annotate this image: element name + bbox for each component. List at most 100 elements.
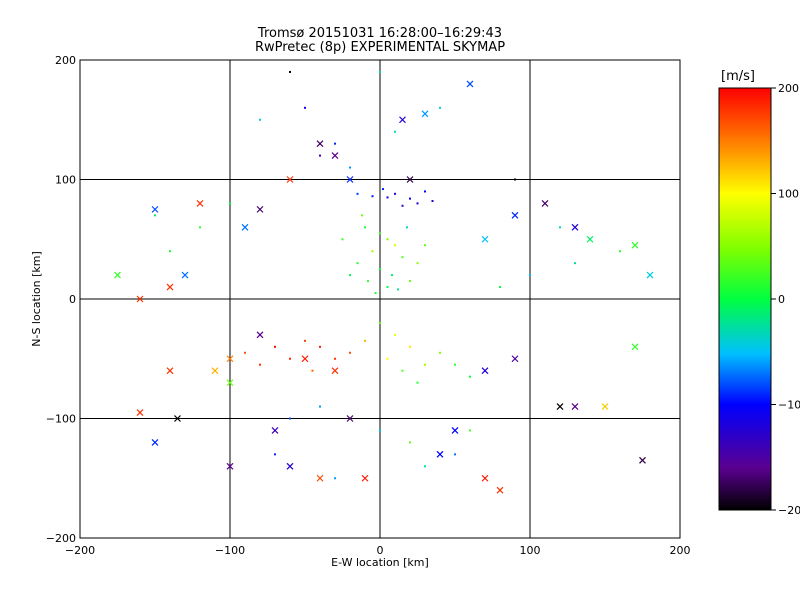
data-point-dot [409,441,411,444]
data-point-dot [454,363,456,366]
data-point-dot [364,339,366,342]
y-tick-label: −100 [46,413,76,426]
data-point-dot [394,130,396,133]
data-point-dot [289,357,291,360]
data-point-dot [454,453,456,456]
colorbar-tick-label: 0 [778,293,785,306]
data-point-dot [259,363,261,366]
data-point-dot [349,351,351,354]
data-point-dot [469,429,471,432]
grid-lines [80,60,680,538]
data-point-cross [466,80,474,88]
data-point-dot [334,142,336,145]
data-point-dot [154,214,156,217]
data-point-dot [304,106,306,109]
colorbar-tick-label: 200 [778,82,799,95]
data-point-cross [511,355,519,363]
data-point-cross [316,474,324,482]
data-point-dot [319,154,321,157]
data-point-cross [481,367,489,375]
data-point-dot [416,381,419,384]
colorbar-gradient [718,87,772,511]
data-point-dot [386,196,389,199]
x-tick-label: 100 [520,544,541,557]
data-point-dot [349,166,351,169]
x-axis-label: E-W location [km] [331,556,429,569]
data-point-cross [151,438,159,446]
data-point-dot [367,280,369,283]
data-point-dot [356,262,359,265]
data-point-cross [256,331,264,339]
data-point-dot [169,250,171,253]
data-point-dot [401,369,404,372]
data-point-dot [619,250,621,253]
data-point-dot [289,70,291,73]
data-point-cross [331,367,339,375]
data-point-dot [409,280,411,283]
data-point-dot [371,195,374,198]
colorbar-tick-label: −100 [778,399,800,412]
data-point-dot [311,369,314,372]
data-point-dot [401,204,404,207]
data-point-dot [371,250,374,253]
data-point-cross [639,456,646,464]
data-point-dot [529,274,531,277]
data-point-dot [244,351,246,354]
data-point-dot [379,321,381,324]
data-point-dot [374,292,377,295]
data-point-cross [286,176,294,183]
data-point-dot [379,268,381,271]
data-point-dot [386,357,389,360]
data-point-dot [424,190,426,193]
data-point-dot [439,351,441,354]
data-point-dot [397,288,399,291]
data-point-cross [361,474,369,482]
y-axis-ticks: 200 100 0 −100 −200 [46,54,76,545]
data-point-dot [406,226,408,229]
data-point-dot [319,345,321,348]
data-point-dot [386,238,389,241]
colorbar-tick-label: 100 [778,188,799,201]
data-point-dot [379,429,381,432]
x-axis-ticks: −200 −100 0 100 200 [65,544,691,557]
data-point-dot [416,262,419,265]
data-point-dot [379,232,381,235]
data-point-cross [196,199,204,207]
data-point-dot [259,118,261,121]
data-point-dot [274,345,276,348]
colorbar-tick-label: −200 [778,504,800,517]
data-point-dot [274,453,276,456]
data-point-dot [379,70,381,73]
data-point-dot [574,262,576,265]
x-tick-label: −100 [215,544,245,557]
data-point-cross [181,271,189,279]
data-points [114,70,654,494]
data-point-dot [229,202,231,205]
data-point-dot [499,286,501,289]
data-point-dot [409,345,411,348]
data-point-cross [136,295,144,303]
data-point-cross [436,450,444,458]
data-point-cross [511,211,519,219]
chart-title: Tromsø 20151031 16:28:00–16:29:43 [257,26,502,41]
data-point-dot [394,244,396,247]
data-point-cross [286,462,294,470]
plot-area: −200 −100 0 100 200 200 100 0 −100 −200 [46,54,691,557]
data-point-cross [226,462,234,470]
data-point-cross [571,223,579,231]
data-point-cross [226,379,234,387]
data-point-dot [361,214,363,217]
data-point-cross [451,427,459,434]
data-point-dot [416,202,419,205]
colorbar-ticks: 200 100 0 −100 −200 [771,82,800,517]
data-point-cross [399,116,406,124]
data-point-cross [481,235,489,243]
data-point-dot [424,244,426,247]
colorbar-label: [m/s] [721,69,755,84]
data-point-cross [331,152,339,160]
data-point-cross [631,343,639,351]
data-point-dot [364,226,366,229]
data-point-cross [496,486,504,494]
